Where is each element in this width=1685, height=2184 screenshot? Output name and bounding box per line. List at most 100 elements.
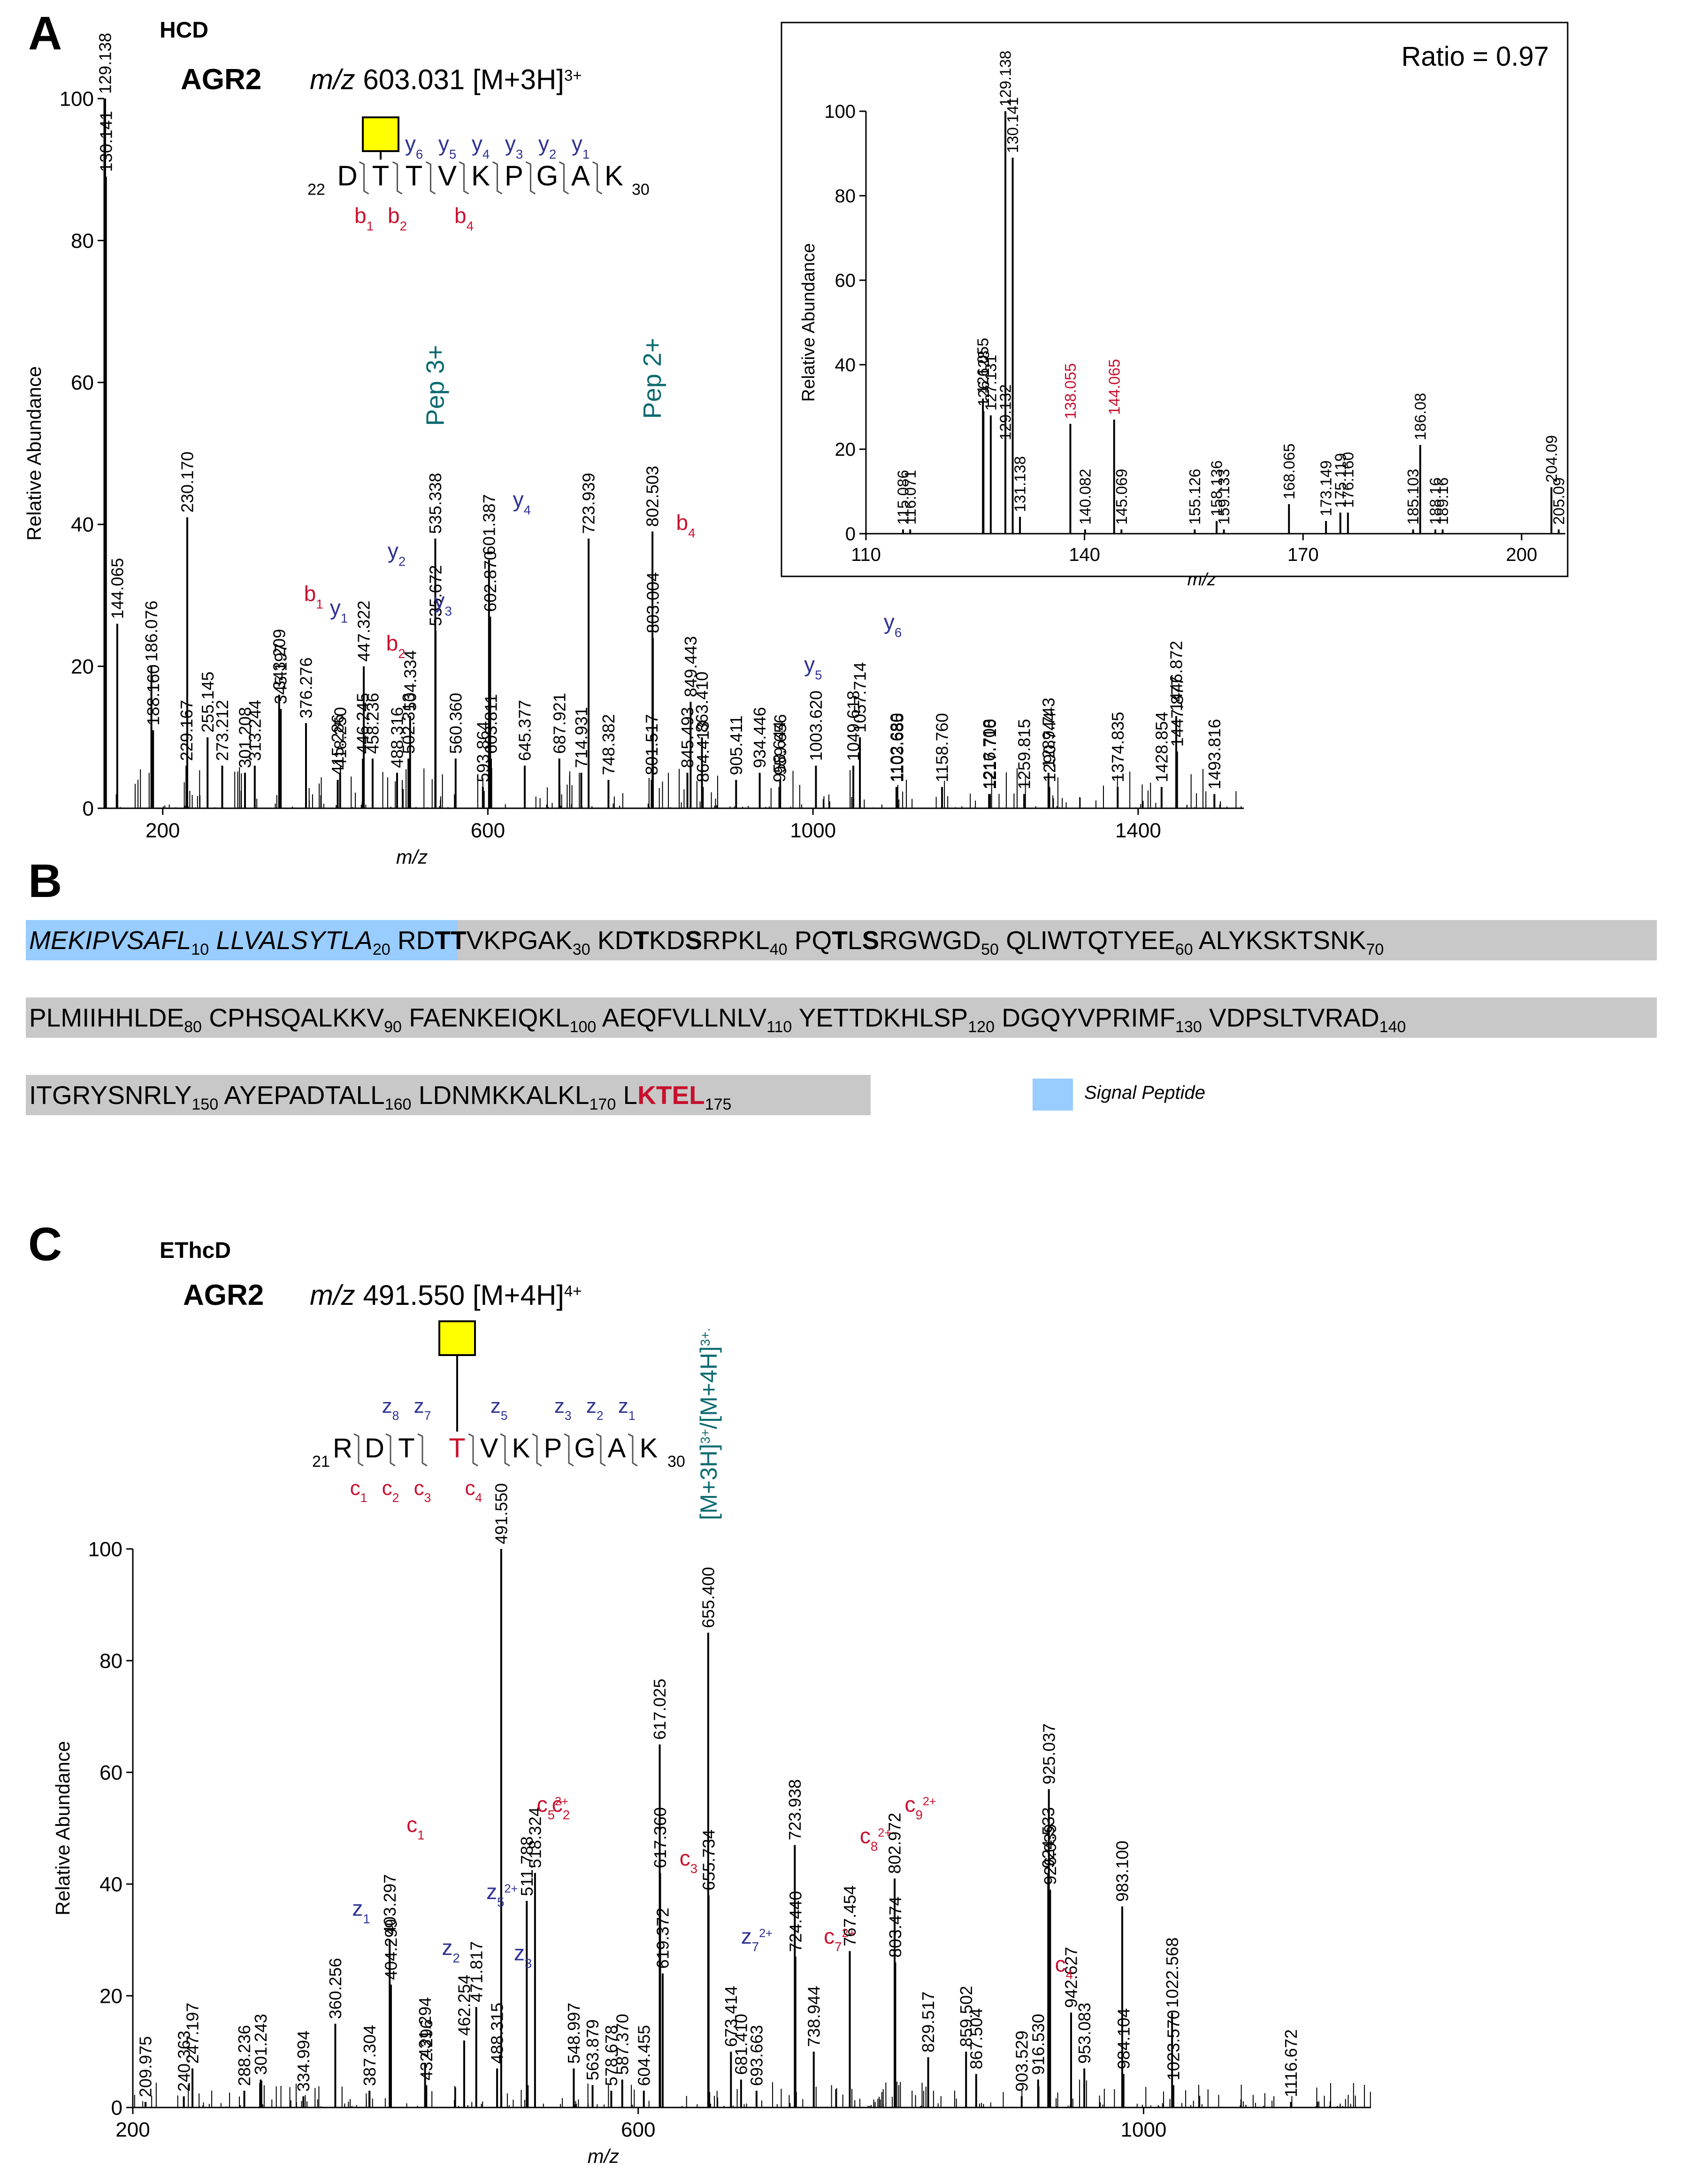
inset-ratio: Ratio = 0.97: [1402, 41, 1549, 72]
sequence-band-row-1: [458, 920, 1657, 960]
c-ion-c1: c1: [350, 1477, 368, 1505]
text-span: 4: [524, 503, 531, 517]
x-tick-label: 170: [1287, 544, 1319, 565]
y-axis-label: Relative Abundance: [799, 243, 819, 402]
peak-label: 188.160: [144, 665, 163, 726]
peak-label: 159.133: [1215, 469, 1233, 525]
text-span: c: [465, 1477, 475, 1500]
peak-label: 140.082: [1076, 469, 1094, 525]
y-axis-label: Relative Abundance: [23, 366, 45, 541]
peptide-c-residue: D: [365, 1433, 384, 1464]
inset-spectrum: 0 20 40 60 80 100 110 140 170 200 m/z Relative Abun…: [799, 51, 1567, 590]
peak-label: 934.446: [750, 707, 769, 768]
y-tick-label: 40: [71, 513, 94, 536]
text-span: 1: [582, 147, 590, 161]
peak-label: 673.414: [721, 1986, 741, 2047]
peak-label: 863.410: [692, 672, 712, 733]
text-span: 5: [815, 667, 822, 682]
peak-label: 983.100: [1113, 1840, 1132, 1901]
peak-label: 345.197: [271, 643, 291, 704]
peak-label: 803.474: [886, 1896, 905, 1957]
text-span: 5: [548, 1808, 555, 1822]
text-span: m/z: [310, 64, 355, 95]
text-span: 7: [424, 1409, 431, 1423]
y-tick-label: 0: [83, 797, 94, 820]
peak-label: 617.025: [650, 1678, 669, 1740]
text-span: 7: [835, 1939, 842, 1954]
sequence-band-row-3: [26, 1075, 871, 1115]
text-span: 6: [416, 147, 423, 161]
text-span: z: [486, 1879, 497, 1904]
ion-annotation-c2: c2: [552, 1792, 570, 1822]
text-span: 2: [400, 219, 407, 233]
text-span: 4: [688, 526, 695, 540]
text-span: 1: [316, 597, 323, 611]
peak-label: 548.997: [564, 2003, 583, 2064]
peak-label: 404.299: [382, 1919, 401, 1980]
panel-c-protein: AGR2: [183, 1279, 264, 1311]
text-span: 603.031 [M+3H]: [355, 64, 564, 95]
y-tick-label: 60: [71, 371, 94, 394]
text-span: y: [505, 131, 516, 156]
peak-label: 301.208: [236, 707, 255, 768]
y-ion-y6: y6: [405, 131, 423, 161]
text-span: 3: [424, 1491, 431, 1505]
text-span: 5: [449, 147, 456, 161]
x-axis-label: m/z: [1187, 570, 1216, 590]
peptide-a-residue: T: [372, 160, 390, 192]
peak-label: 334.994: [294, 2031, 313, 2092]
peak-label: 129.138: [96, 33, 115, 94]
text-span: z: [414, 1395, 424, 1418]
ion-annotation-y4: y4: [513, 487, 531, 517]
cleavage-bracket: [468, 1433, 478, 1467]
peak-label: 432.296: [417, 2019, 436, 2080]
text-span: 491.550 [M+4H]: [355, 1280, 564, 1311]
text-span: 4+: [564, 1282, 582, 1300]
cleavage-bracket: [359, 161, 369, 195]
peak-label: 802.972: [885, 1813, 904, 1874]
z-ion-z3: z3: [554, 1395, 572, 1423]
peak-label: 1217.710: [980, 719, 1000, 789]
text-span: b: [304, 581, 316, 605]
peak-label: 273.212: [213, 700, 232, 761]
peak-label: 619.372: [653, 1908, 672, 1969]
y-tick-label: 20: [100, 1985, 123, 2008]
x-tick-label: 200: [146, 819, 180, 842]
text-span: 3: [525, 1956, 532, 1970]
peak-label: 360.256: [326, 1958, 345, 2019]
text-span: 2+: [759, 1927, 773, 1940]
peak-label: 138.055: [1062, 363, 1079, 419]
peak-label: 145.069: [1113, 469, 1130, 525]
peak-label: 491.550: [491, 1483, 511, 1544]
peak-label: 604.455: [634, 2025, 653, 2086]
peak-label: 343.209: [269, 629, 289, 690]
peak-label: 1003.620: [806, 690, 826, 761]
text-span: c: [860, 1824, 871, 1848]
y-ion-y5: y5: [438, 131, 456, 161]
text-span: 2: [392, 1491, 399, 1505]
panel-c-spectrum: 0 20 40 60 80 100 200 600 1000 m/z Relative Abunda…: [52, 1483, 1371, 2167]
peak-label: 1102.680: [887, 713, 906, 782]
c-ion-c4: c4: [465, 1477, 482, 1505]
text-span: 4: [483, 147, 490, 161]
peak-label: 129.138: [997, 51, 1014, 107]
ion-annotation-z7: z72+: [741, 1924, 773, 1954]
peak-label: 601.387: [479, 494, 498, 555]
signal-peptide-legend-swatch: [1033, 1079, 1073, 1111]
text-span: y: [472, 131, 483, 156]
peak-label: 617.360: [651, 1807, 670, 1868]
peak-label: 418.250: [330, 707, 350, 768]
peak-label: 173.149: [1317, 460, 1335, 516]
text-span: b: [388, 203, 400, 228]
peak-label: 867.504: [966, 2008, 986, 2069]
peak-label: 462.254: [455, 1975, 474, 2036]
y-tick-label: 80: [835, 186, 856, 207]
peak-label: 144.065: [1105, 359, 1123, 415]
ion-annotation-y5: y5: [804, 652, 822, 682]
peak-label: 859.502: [957, 1986, 976, 2047]
peak-label: 802.503: [643, 466, 662, 527]
peak-label: 230.170: [178, 452, 197, 513]
text-span: 2+: [878, 1826, 891, 1839]
panel-a-method: HCD: [160, 18, 208, 43]
peak-label: 578.678: [602, 2025, 621, 2086]
